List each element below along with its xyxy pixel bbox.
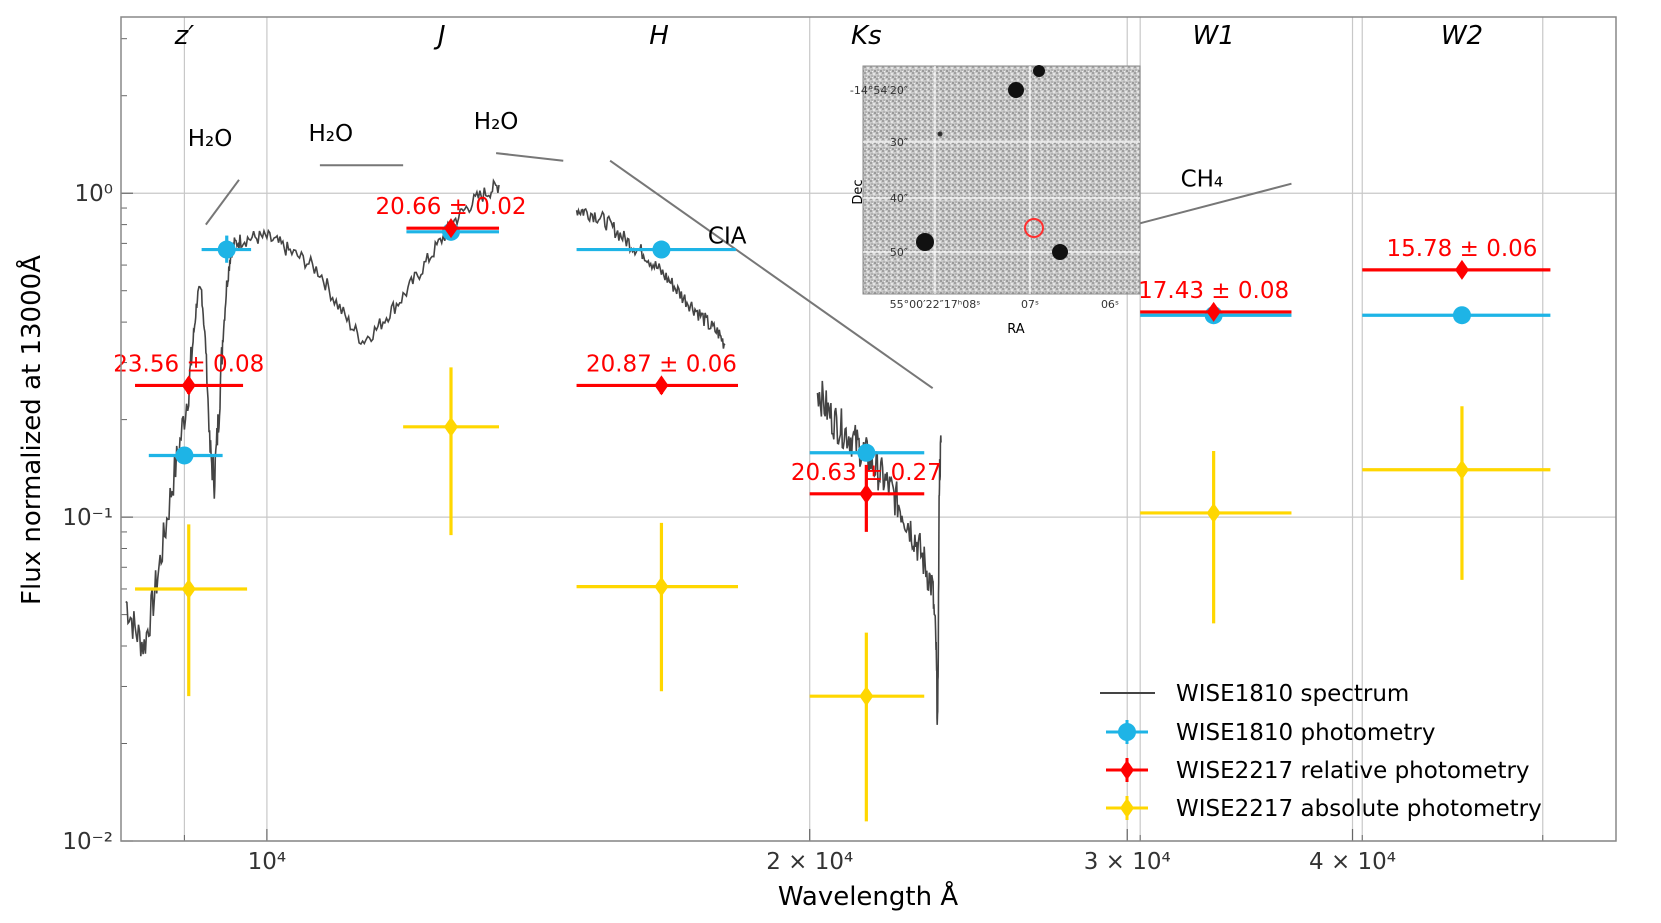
band-label: W2: [1441, 21, 1483, 51]
data-point: [1454, 259, 1469, 280]
y-tick-label: 10⁻¹: [62, 505, 113, 531]
magnitude-label: 20.66 ± 0.02: [376, 194, 527, 220]
inset-y-tick: 50″: [890, 246, 908, 259]
x-tick-label: 10⁴: [248, 849, 287, 875]
feature-line: [495, 152, 564, 162]
x-tick-label: 4 × 10⁴: [1309, 849, 1396, 875]
label-layer: 10⁰ 10⁻¹ 10⁻² 10⁴ 2 × 10⁴ 3 × 10⁴ 4 × 10⁴ z′ J H K…: [62, 21, 1537, 875]
data-point: [859, 686, 874, 707]
spectrum-layer: [125, 178, 942, 725]
inset-star: [937, 131, 943, 137]
data-point: [181, 578, 196, 599]
data-point: [1454, 459, 1469, 480]
spectrum-line: [816, 380, 942, 725]
legend: WISE1810 spectrum WISE1810 photometry WI…: [1100, 681, 1542, 822]
inset-x-label: RA: [1007, 322, 1025, 337]
field-inset-image: -14°54′20″ 30″ 40″ 50″ 55°00′22″17ʰ08ˢ 0…: [850, 65, 1141, 337]
band-label: J: [433, 21, 446, 51]
feature-line: [1134, 182, 1292, 226]
x-tick-label: 3 × 10⁴: [1084, 849, 1171, 875]
series-layer: [135, 218, 1551, 822]
feature-label: H₂O: [308, 121, 353, 147]
inset-y-tick: -14°54′20″: [850, 84, 908, 97]
x-tick-label: 2 × 10⁴: [766, 849, 853, 875]
band-label: W1: [1193, 21, 1235, 51]
magnitude-label: 17.43 ± 0.08: [1138, 278, 1289, 304]
data-point: [1206, 301, 1221, 322]
legend-marker-circle: [1118, 723, 1136, 741]
data-point: [443, 218, 458, 239]
legend-marker-diamond-red: [1120, 760, 1134, 780]
feature-line: [609, 159, 934, 390]
band-label: H: [649, 21, 669, 51]
inset-target-circle: [1024, 218, 1044, 238]
inset-noise-field: [862, 65, 1141, 295]
band-label: z′: [174, 21, 195, 51]
legend-entry: WISE1810 spectrum: [1176, 681, 1409, 707]
legend-marker-diamond-yellow: [1120, 798, 1134, 818]
inset-x-tick: 06ˢ: [1101, 298, 1119, 311]
data-point: [857, 443, 876, 462]
inset-star: [1008, 82, 1024, 98]
legend-entry: WISE2217 relative photometry: [1176, 758, 1530, 784]
x-axis-label: Wavelength Å: [778, 880, 959, 912]
y-tick-label: 10⁻²: [62, 829, 113, 855]
spectrum-line: [125, 178, 500, 657]
data-point: [443, 416, 458, 437]
inset-y-tick: 40″: [890, 192, 908, 205]
inset-y-label: Dec: [851, 179, 866, 204]
y-tick-label: 10⁰: [75, 181, 114, 207]
feature-label: CH₄: [1181, 166, 1224, 192]
data-point: [217, 240, 236, 259]
data-point: [175, 446, 194, 465]
y-axis-label: Flux normalized at 13000Å: [15, 255, 47, 605]
magnitude-label: 20.63 ± 0.27: [791, 460, 942, 486]
data-point: [859, 483, 874, 504]
spectrum-line: [575, 207, 726, 349]
feature-line: [205, 179, 240, 226]
legend-entry: WISE2217 absolute photometry: [1176, 796, 1542, 822]
band-label: Ks: [851, 21, 882, 51]
magnitude-label: 23.56 ± 0.08: [113, 351, 264, 377]
data-point: [1452, 306, 1471, 325]
inset-x-tick: 55°00′22″17ʰ08ˢ: [890, 298, 981, 311]
magnitude-label: 20.87 ± 0.06: [586, 351, 737, 377]
magnitude-label: 15.78 ± 0.06: [1386, 236, 1537, 262]
data-point: [654, 375, 669, 396]
feature-label: H₂O: [474, 109, 519, 135]
inset-star: [1052, 244, 1068, 260]
data-point: [181, 375, 196, 396]
feature-label: H₂O: [188, 126, 233, 152]
feature-label: CIA: [708, 223, 747, 249]
inset-x-tick: 07ˢ: [1021, 298, 1039, 311]
data-point: [652, 240, 671, 259]
inset-y-tick: 30″: [890, 136, 908, 149]
plot-frame: [120, 16, 1617, 842]
inset-star: [1033, 65, 1045, 77]
legend-entry: WISE1810 photometry: [1176, 720, 1435, 746]
annotation-layer: H₂O H₂O H₂O CIA CH₄: [188, 109, 1292, 390]
data-point: [1206, 502, 1221, 523]
data-point: [654, 576, 669, 597]
inset-star: [916, 233, 934, 251]
